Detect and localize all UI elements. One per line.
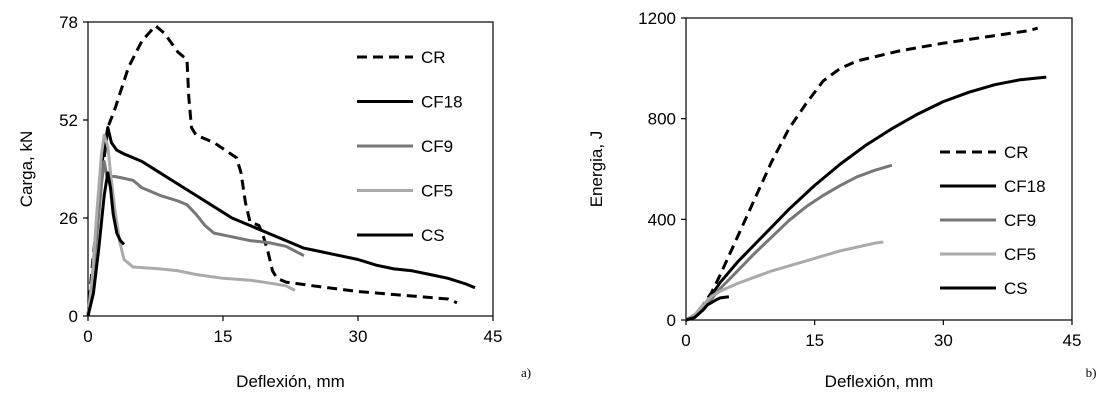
charta-x-axis-label: Deflexión, mm bbox=[236, 372, 345, 391]
charta-plot-frame bbox=[87, 21, 494, 317]
charta-legend-label-cf18: CF18 bbox=[421, 93, 463, 112]
chartb-x-tick-label: 45 bbox=[1063, 331, 1082, 350]
charta-y-tick-label: 78 bbox=[59, 13, 78, 32]
charta-legend-label-cr: CR bbox=[421, 48, 446, 67]
charta-y-axis-label: Carga, kN bbox=[17, 131, 36, 208]
chartb-y-tick-label: 400 bbox=[648, 210, 676, 229]
chartb-legend: CR CF18 CF9 CF5 CS bbox=[940, 143, 1046, 298]
chartb-legend-label-cf9: CF9 bbox=[1004, 211, 1036, 230]
chartb-x-tick-label: 0 bbox=[681, 331, 690, 350]
chartb-x-tick-label: 30 bbox=[934, 331, 953, 350]
charta-panel-label: a) bbox=[521, 365, 531, 380]
chartb-series-cf5-line bbox=[685, 240, 884, 322]
charta-legend: CR CF18 CF9 CF5 CS bbox=[357, 48, 463, 245]
charta-series-cs-line bbox=[86, 171, 126, 317]
charta-x-tick-label: 45 bbox=[484, 327, 503, 346]
chartb-panel-label: b) bbox=[1086, 365, 1097, 380]
chartb-plot-frame bbox=[685, 17, 1073, 321]
chartb-legend-label-cr: CR bbox=[1004, 143, 1029, 162]
charta-series-cr-line bbox=[86, 24, 458, 317]
chartb-legend-label-cs: CS bbox=[1004, 279, 1028, 298]
chartb-y-axis-label: Energia, J bbox=[587, 131, 606, 208]
chartb-x-axis-label: Deflexión, mm bbox=[825, 372, 934, 391]
chartb-series-cf9-line bbox=[685, 163, 893, 322]
charta-x-tick-label: 30 bbox=[349, 327, 368, 346]
chartb-y-tick-label: 800 bbox=[648, 110, 676, 129]
charta-y-tick-label: 26 bbox=[59, 209, 78, 228]
chartb-series-cs-line bbox=[685, 295, 730, 322]
charta-x-tick-label: 15 bbox=[214, 327, 233, 346]
chart-a: 0 15 30 45 0 26 52 78 Deflexión, mm Carga, kN a) CR… bbox=[17, 13, 531, 391]
chart-b: 0 15 30 45 0 400 800 1200 Deflexión, mm Energia, … bbox=[587, 9, 1096, 391]
chartb-x-tick-label: 15 bbox=[805, 331, 824, 350]
charta-y-tick-label: 0 bbox=[69, 307, 78, 326]
charta-x-tick-label: 0 bbox=[83, 327, 92, 346]
charta-legend-label-cf5: CF5 bbox=[421, 182, 453, 201]
chartb-legend-label-cf5: CF5 bbox=[1004, 245, 1036, 264]
charta-y-tick-label: 52 bbox=[59, 111, 78, 130]
chartb-y-tick-label: 1200 bbox=[638, 9, 676, 28]
chartb-y-tick-label: 0 bbox=[667, 311, 676, 330]
charta-series-cf5-line bbox=[86, 133, 296, 317]
charta-legend-label-cf9: CF9 bbox=[421, 137, 453, 156]
charta-legend-label-cs: CS bbox=[421, 226, 445, 245]
charta-series-cf9-line bbox=[86, 160, 305, 317]
charta-series-cf18-line bbox=[86, 126, 476, 317]
chartb-legend-label-cf18: CF18 bbox=[1004, 177, 1046, 196]
